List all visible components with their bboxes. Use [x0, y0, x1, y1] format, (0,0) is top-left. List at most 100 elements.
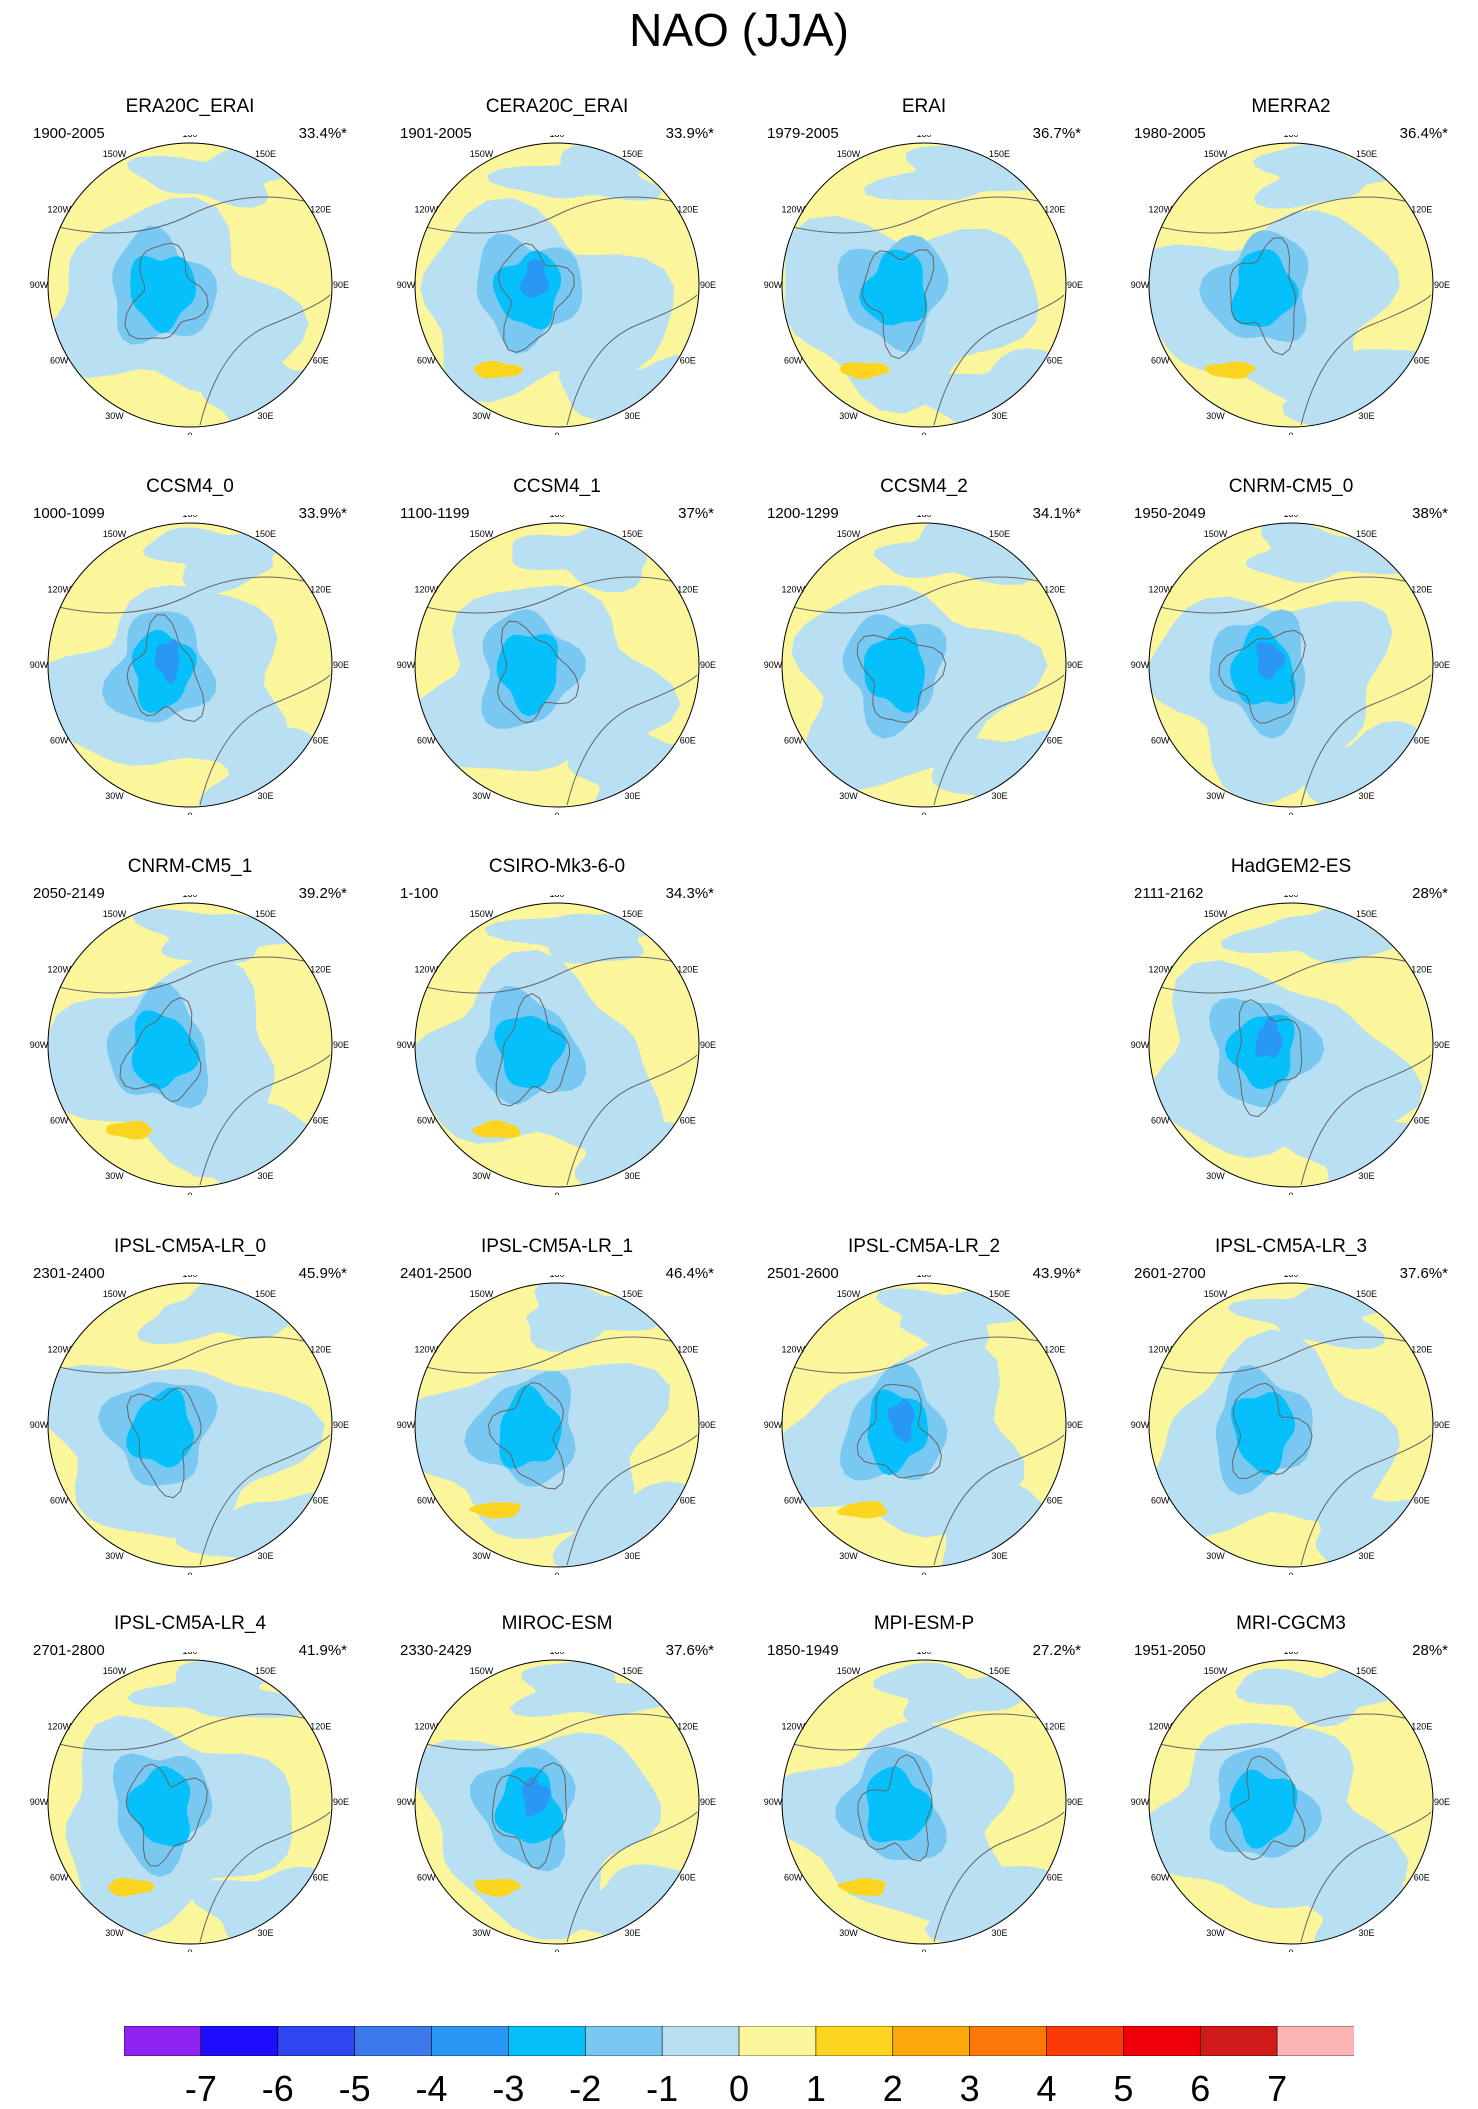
- longitude-label: 150W: [103, 1289, 127, 1299]
- longitude-label: 180: [182, 1652, 197, 1656]
- longitude-label: 150E: [622, 529, 643, 539]
- colorbar-swatch: [584, 2026, 663, 2056]
- longitude-label: 90W: [397, 1420, 416, 1430]
- longitude-label: 60W: [1151, 1873, 1170, 1883]
- longitude-label: 180: [1283, 1652, 1298, 1656]
- longitude-label: 30W: [105, 1551, 124, 1561]
- longitude-label: 30E: [624, 1551, 640, 1561]
- longitude-label: 120W: [414, 1722, 438, 1732]
- longitude-label: 0: [187, 811, 192, 815]
- colorbar-swatch: [661, 2026, 740, 2056]
- longitude-label: 60E: [313, 736, 329, 746]
- panel-title: CERA20C_ERAI: [485, 96, 629, 117]
- longitude-label: 30E: [991, 411, 1007, 421]
- panel-title: ERA20C_ERAI: [125, 96, 255, 117]
- longitude-label: 90W: [764, 1420, 783, 1430]
- colorbar-tick-label: -7: [184, 2068, 217, 2109]
- longitude-label: 90E: [700, 1040, 716, 1050]
- longitude-label: 0: [1288, 1571, 1293, 1575]
- longitude-label: 90E: [700, 280, 716, 290]
- longitude-label: 30E: [1358, 1551, 1374, 1561]
- map-panel: IPSL-CM5A-LR_3 2601-2700 37.6%* 180 150E 120E…: [1126, 1235, 1456, 1575]
- longitude-label: 120E: [1411, 205, 1432, 215]
- longitude-label: 60E: [1414, 356, 1430, 366]
- map-panel: CNRM-CM5_1 2050-2149 39.2%* 180 150E 120E 90E 6…: [25, 855, 355, 1195]
- longitude-label: 30E: [991, 791, 1007, 801]
- panel-title: MRI-CGCM3: [1236, 1613, 1346, 1634]
- longitude-label: 90E: [333, 1797, 349, 1807]
- longitude-label: 150E: [255, 909, 276, 919]
- map-panel: MERRA2 1980-2005 36.4%* 180 150E 120E 90E 60E 30…: [1126, 95, 1456, 435]
- panel-explained-variance: 34.1%*: [1032, 505, 1081, 522]
- longitude-label: 150E: [255, 1289, 276, 1299]
- panel-years: 1901-2005: [400, 125, 472, 142]
- longitude-label: 120E: [1044, 205, 1065, 215]
- panel-years: 1200-1299: [767, 505, 839, 522]
- longitude-label: 180: [916, 1275, 931, 1279]
- longitude-label: 150W: [837, 529, 861, 539]
- longitude-label: 150E: [255, 149, 276, 159]
- longitude-label: 30W: [105, 1171, 124, 1181]
- longitude-label: 90W: [1131, 280, 1150, 290]
- panel-title: IPSL-CM5A-LR_2: [847, 1236, 1001, 1257]
- panel-years: 1950-2049: [1134, 505, 1206, 522]
- longitude-label: 150W: [1204, 529, 1228, 539]
- panel-title: CCSM4_2: [880, 476, 968, 497]
- longitude-label: 150W: [1204, 149, 1228, 159]
- longitude-label: 150W: [103, 149, 127, 159]
- longitude-label: 90W: [764, 660, 783, 670]
- longitude-label: 60W: [50, 356, 69, 366]
- longitude-label: 180: [1283, 135, 1298, 139]
- longitude-label: 90E: [1434, 1420, 1450, 1430]
- longitude-label: 180: [1283, 895, 1298, 899]
- longitude-label: 60E: [1047, 736, 1063, 746]
- panel-explained-variance: 27.2%*: [1032, 1642, 1081, 1659]
- panel-years: 1980-2005: [1134, 125, 1206, 142]
- longitude-label: 120W: [1148, 965, 1172, 975]
- longitude-label: 0: [1288, 431, 1293, 435]
- panel-explained-variance: 46.4%*: [665, 1265, 714, 1282]
- longitude-label: 30E: [257, 791, 273, 801]
- longitude-label: 150E: [1356, 909, 1377, 919]
- panel-explained-variance: 38%*: [1412, 505, 1448, 522]
- longitude-label: 90E: [333, 660, 349, 670]
- polar-map: 180 150E 120E 90E 60E 30E 0 30W 60W 90W 120W 150W: [397, 1275, 716, 1575]
- colorbar-tick-label: 2: [882, 2068, 903, 2109]
- longitude-label: 150E: [989, 1666, 1010, 1676]
- longitude-label: 120W: [414, 585, 438, 595]
- longitude-label: 0: [921, 811, 926, 815]
- panel-explained-variance: 33.4%*: [298, 125, 347, 142]
- longitude-label: 120E: [1411, 965, 1432, 975]
- longitude-label: 30E: [257, 411, 273, 421]
- longitude-label: 60W: [417, 736, 436, 746]
- longitude-label: 90W: [397, 1797, 416, 1807]
- panel-title: CNRM-CM5_0: [1228, 476, 1354, 497]
- colorbar-swatch: [969, 2026, 1048, 2056]
- longitude-label: 30W: [1206, 1551, 1225, 1561]
- longitude-label: 90E: [1434, 1797, 1450, 1807]
- map-panel: IPSL-CM5A-LR_1 2401-2500 46.4%* 180 150E 120E…: [392, 1235, 722, 1575]
- panel-title: MIROC-ESM: [501, 1613, 613, 1634]
- longitude-label: 60E: [313, 1873, 329, 1883]
- longitude-label: 60W: [1151, 1496, 1170, 1506]
- longitude-label: 150W: [1204, 1666, 1228, 1676]
- longitude-label: 60E: [313, 356, 329, 366]
- colorbar-swatch: [200, 2026, 279, 2056]
- longitude-label: 90W: [764, 280, 783, 290]
- longitude-label: 90W: [30, 660, 49, 670]
- panel-title: MPI-ESM-P: [873, 1613, 975, 1634]
- map-panel: IPSL-CM5A-LR_4 2701-2800 41.9%* 180 150E 120E…: [25, 1612, 355, 1952]
- panel-years: 2050-2149: [33, 885, 105, 902]
- map-panel: ERA20C_ERAI 1900-2005 33.4%* 180 150E 120E 90E…: [25, 95, 355, 435]
- panel-title: ERAI: [901, 96, 947, 117]
- panel-years: 2330-2429: [400, 1642, 472, 1659]
- longitude-label: 60E: [1414, 736, 1430, 746]
- longitude-label: 60W: [784, 356, 803, 366]
- panel-explained-variance: 39.2%*: [298, 885, 347, 902]
- panel-explained-variance: 28%*: [1412, 1642, 1448, 1659]
- polar-map: 180 150E 120E 90E 60E 30E 0 30W 60W 90W 120W 150W: [30, 1652, 349, 1952]
- longitude-label: 150W: [837, 149, 861, 159]
- longitude-label: 180: [916, 135, 931, 139]
- longitude-label: 30W: [1206, 791, 1225, 801]
- colorbar-tick-label: 7: [1267, 2068, 1288, 2109]
